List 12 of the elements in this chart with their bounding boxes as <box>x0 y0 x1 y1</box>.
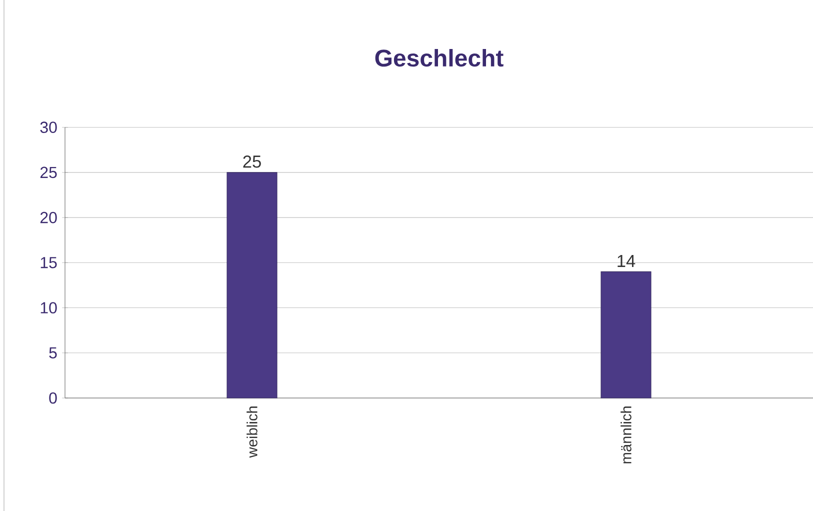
y-tick-label: 0 <box>49 392 57 404</box>
y-tick-label: 10 <box>40 302 57 314</box>
x-tick-label: männlich <box>620 406 632 464</box>
y-tick-label: 30 <box>40 122 57 133</box>
y-tick-label: 20 <box>40 212 57 224</box>
y-tick-label: 5 <box>49 347 57 358</box>
data-label: 14 <box>618 255 636 267</box>
x-tick-label: weiblich <box>246 406 258 458</box>
chart-title: Geschlecht <box>375 48 504 67</box>
y-tick-label: 15 <box>40 257 57 268</box>
data-label: 25 <box>243 155 261 168</box>
y-tick-label: 25 <box>40 166 57 178</box>
